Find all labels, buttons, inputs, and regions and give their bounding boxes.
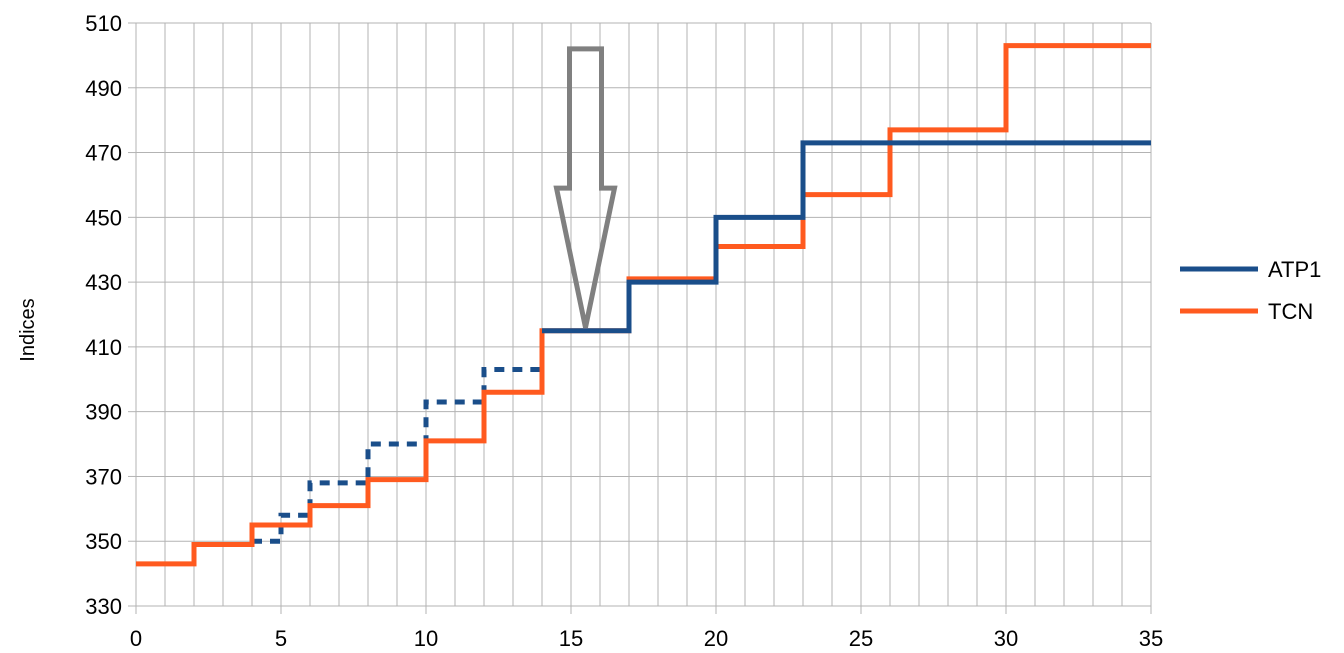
series-atp1-line	[542, 140, 1151, 334]
y-tick-label: 510	[85, 11, 122, 36]
legend-label-atp1: ATP1	[1268, 257, 1321, 282]
x-tick-label: 20	[704, 626, 728, 651]
y-tick-label: 370	[85, 464, 122, 489]
x-tick-label: 30	[994, 626, 1018, 651]
y-tick-label: 490	[85, 76, 122, 101]
legend-label-tcn: TCN	[1268, 299, 1313, 324]
annotation-arrow	[553, 46, 618, 328]
x-tick-label: 0	[130, 626, 142, 651]
x-tick-label: 35	[1139, 626, 1163, 651]
y-axis-tick-labels: 330 350 370 390 410 430 450 470 490 510	[85, 11, 122, 619]
series-tcn-line	[136, 43, 1151, 567]
y-tick-label: 330	[85, 594, 122, 619]
series-layer	[136, 43, 1151, 567]
x-tick-label: 10	[414, 626, 438, 651]
y-tick-label: 350	[85, 529, 122, 554]
grid	[128, 22, 1152, 614]
y-tick-label: 430	[85, 270, 122, 295]
y-axis-label: Indices	[17, 298, 39, 361]
x-tick-label: 15	[559, 626, 583, 651]
y-tick-label: 410	[85, 335, 122, 360]
x-tick-label: 25	[849, 626, 873, 651]
y-tick-label: 390	[85, 400, 122, 425]
x-tick-label: 5	[275, 626, 287, 651]
x-axis-tick-labels: 0 5 10 15 20 25 30 35	[130, 626, 1163, 651]
legend: ATP1 TCN	[1180, 257, 1321, 324]
y-tick-label: 450	[85, 205, 122, 230]
y-tick-label: 470	[85, 141, 122, 166]
annotation-layer	[553, 46, 618, 328]
